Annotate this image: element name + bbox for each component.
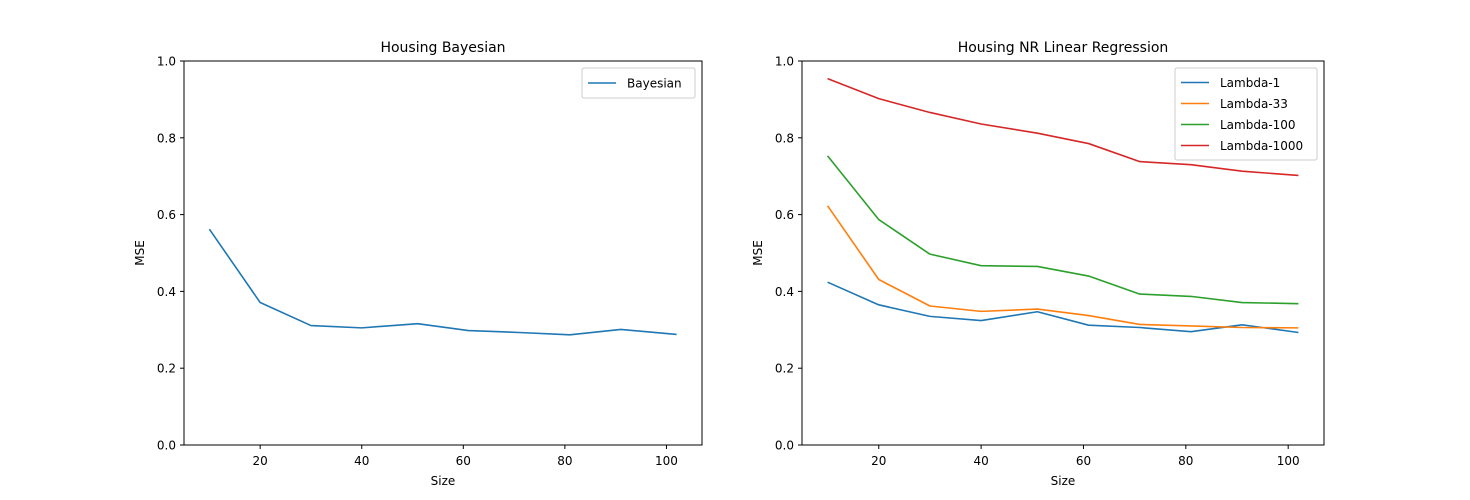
y-tick-label: 0.0: [157, 439, 176, 453]
x-tick-label: 100: [655, 454, 678, 468]
series-line-lambda-1000: [827, 77, 1299, 177]
axes-frame: [801, 60, 1325, 446]
y-tick-label: 0.6: [157, 208, 176, 222]
legend-label: Lambda-1: [1220, 76, 1280, 90]
axes-frame: [183, 60, 703, 446]
y-tick-label: 0.4: [775, 285, 794, 299]
y-tick-label: 1.0: [775, 55, 794, 69]
x-tick-label: 40: [354, 454, 369, 468]
y-tick-label: 0.8: [775, 131, 794, 145]
series-line-lambda-1: [827, 281, 1299, 334]
subplot-1: Housing Bayesian 20 40 60 80 100 0.0 0.2 0.4 0.6 0…: [133, 40, 703, 488]
y-tick-label: 0.0: [775, 439, 794, 453]
legend-label: Bayesian: [627, 77, 682, 91]
y-tick-label: 0.4: [157, 285, 176, 299]
legend: Bayesian: [581, 67, 696, 99]
x-tick-label: 20: [871, 454, 886, 468]
y-tick-label: 0.2: [775, 362, 794, 376]
legend-label: Lambda-1000: [1220, 139, 1303, 153]
series-line-lambda-100: [826, 155, 1299, 305]
legend-label: Lambda-100: [1220, 118, 1296, 132]
x-tick-label: 100: [1277, 454, 1300, 468]
x-tick-label: 40: [973, 454, 988, 468]
series-line-bayesian: [208, 228, 677, 336]
legend-box: [581, 67, 696, 99]
x-axis-label: Size: [1051, 474, 1076, 488]
legend-box: [1174, 67, 1318, 161]
x-axis-label: Size: [431, 474, 456, 488]
x-tick-label: 80: [557, 454, 572, 468]
legend-label: Lambda-33: [1220, 97, 1288, 111]
chart-title: Housing NR Linear Regression: [958, 40, 1169, 56]
y-tick-label: 0.2: [157, 362, 176, 376]
y-axis-label: MSE: [751, 240, 765, 266]
x-tick-label: 20: [253, 454, 268, 468]
y-tick-label: 0.6: [775, 208, 794, 222]
x-tick-label: 80: [1178, 454, 1193, 468]
legend: Lambda-1 Lambda-33 Lambda-100 Lambda-1000: [1174, 67, 1318, 161]
y-tick-label: 0.8: [157, 131, 176, 145]
x-tick-label: 60: [456, 454, 471, 468]
subplot-2: Housing NR Linear Regression 20 40 60 80 100 0…: [751, 40, 1325, 488]
chart-title: Housing Bayesian: [380, 40, 505, 56]
y-axis-label: MSE: [133, 240, 147, 266]
x-tick-label: 60: [1076, 454, 1091, 468]
y-tick-label: 1.0: [157, 55, 176, 69]
series-line-lambda-33: [826, 205, 1299, 329]
